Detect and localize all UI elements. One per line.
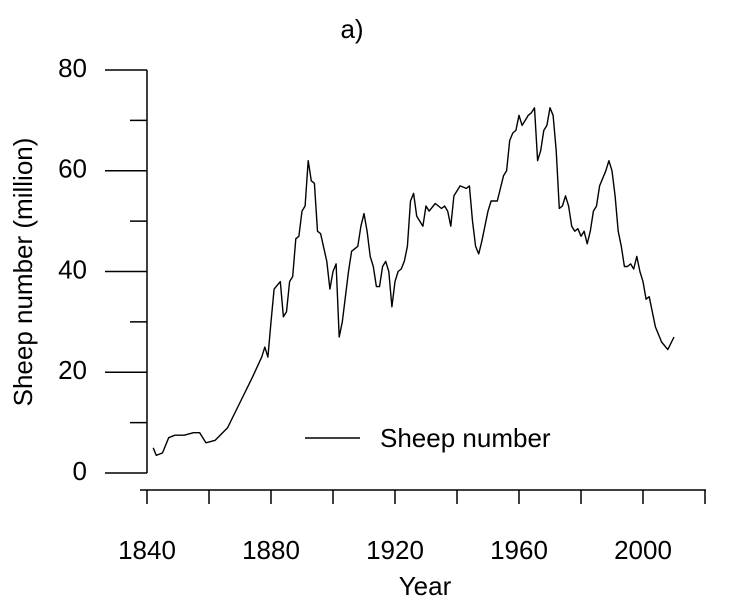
series-line xyxy=(152,107,675,457)
x-tick-label: 1840 xyxy=(118,535,176,565)
x-tick-label: 1960 xyxy=(490,535,548,565)
x-tick-label: 2000 xyxy=(614,535,672,565)
x-tick-label: 1920 xyxy=(366,535,424,565)
x-tick-label: 1880 xyxy=(242,535,300,565)
y-tick-label: 20 xyxy=(58,355,87,385)
y-tick-label: 0 xyxy=(73,456,87,486)
y-axis-label: Sheep number (million) xyxy=(8,138,38,407)
chart-title: a) xyxy=(340,14,363,44)
y-tick-label: 40 xyxy=(58,254,87,284)
y-tick-label: 80 xyxy=(58,53,87,83)
y-tick-label: 60 xyxy=(58,154,87,184)
legend-label: Sheep number xyxy=(380,423,551,453)
x-axis-label: Year xyxy=(399,571,452,601)
